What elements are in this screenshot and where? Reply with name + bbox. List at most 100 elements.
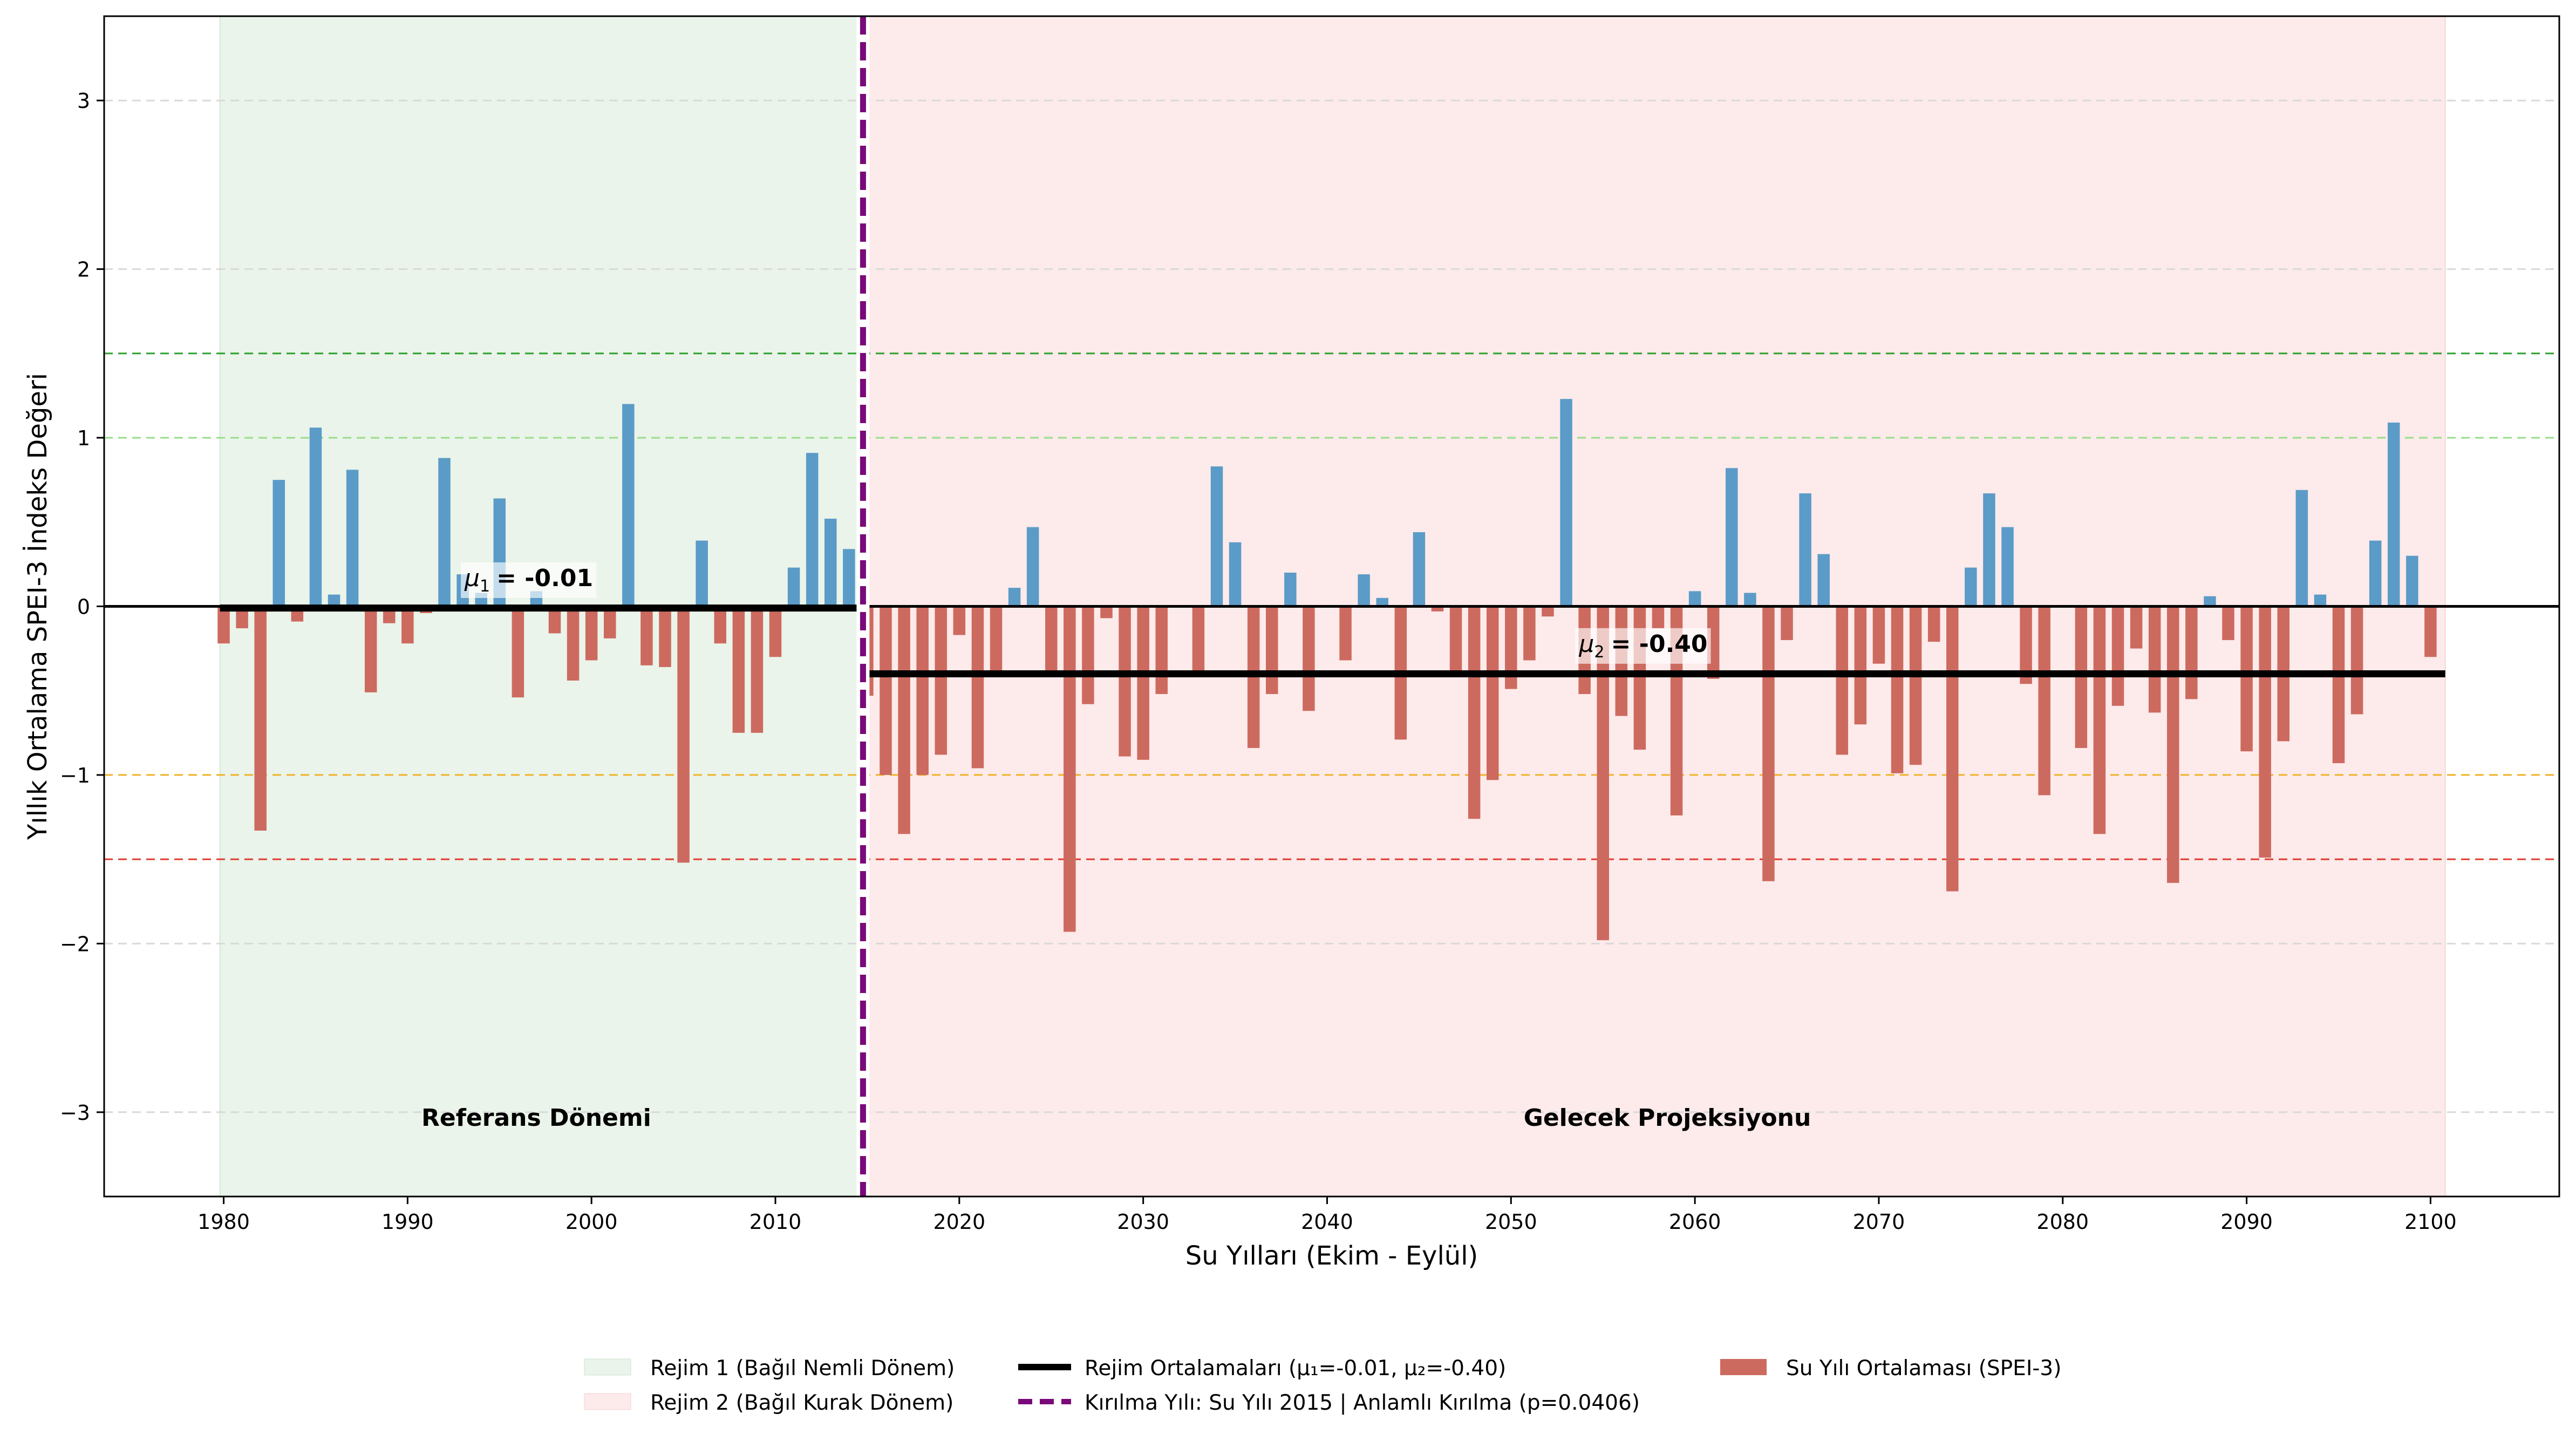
bar (1799, 493, 1811, 607)
bar (1339, 606, 1352, 661)
bar (2001, 527, 2014, 607)
bar (1210, 466, 1223, 607)
y-tick-label: −3 (60, 1101, 90, 1125)
bar (990, 606, 1003, 676)
x-tick-label: 2070 (1853, 1210, 1905, 1234)
x-tick-label: 1980 (197, 1210, 250, 1234)
bar (217, 606, 230, 644)
bar (2185, 606, 2198, 699)
bar (1891, 606, 1904, 773)
legend-label-break-year: Kırılma Yılı: Su Yılı 2015 | Anlamlı Kır… (1085, 1391, 1640, 1415)
bar (880, 606, 892, 775)
bar (2111, 606, 2124, 706)
bar (2332, 606, 2345, 764)
y-axis: 3 2 1 0 −1 −2 −3 (60, 89, 104, 1125)
bar (898, 606, 910, 834)
x-tick-label: 2090 (2220, 1210, 2273, 1234)
bar (2222, 606, 2234, 640)
bar (787, 567, 800, 607)
bar (1836, 606, 1849, 755)
bar (1155, 606, 1168, 694)
x-tick-label: 2000 (565, 1210, 618, 1234)
y-tick-label: 3 (77, 89, 90, 113)
bar (2148, 606, 2161, 713)
bar (1505, 606, 1517, 689)
bar (953, 606, 966, 635)
x-tick-label: 2020 (933, 1210, 985, 1234)
y-tick-label: 2 (77, 258, 90, 282)
bar (2369, 540, 2382, 607)
bar (1192, 606, 1205, 674)
bar (604, 606, 616, 638)
bar (843, 549, 855, 607)
svg-text:μ1= -0.01: μ1 = -0.01 (464, 565, 593, 596)
bar (1431, 606, 1444, 611)
bar (2240, 606, 2253, 752)
bar (236, 606, 248, 629)
bar (696, 540, 708, 607)
bar (2406, 555, 2418, 607)
y-tick-label: 1 (77, 426, 90, 450)
bar (971, 606, 984, 769)
bar (659, 606, 671, 667)
bar (548, 606, 561, 634)
y-tick-label: 0 (77, 595, 90, 619)
bar (1137, 606, 1149, 760)
bar (438, 458, 451, 607)
bar (2038, 606, 2050, 796)
bar (309, 427, 322, 607)
bar (2020, 606, 2032, 684)
x-axis-label: Su Yılları (Ekim - Eylül) (1185, 1241, 1478, 1271)
bar (1303, 606, 1315, 711)
bar (1965, 567, 1977, 607)
bar (1542, 606, 1554, 617)
legend-swatch-bars (1720, 1359, 1767, 1375)
x-tick-label: 2040 (1301, 1210, 1353, 1234)
bar (401, 606, 414, 644)
x-tick-label: 1990 (381, 1210, 434, 1234)
legend: Rejim 1 (Bağıl Nemli Dönem) Rejim 2 (Bağ… (584, 1356, 2061, 1415)
bar (1652, 606, 1665, 629)
bar (1468, 606, 1481, 819)
bar (677, 606, 690, 863)
x-tick-label: 2030 (1117, 1210, 1169, 1234)
bar (2204, 596, 2216, 607)
x-tick-label: 2010 (749, 1210, 802, 1234)
bar (1726, 468, 1738, 607)
bar (1064, 606, 1076, 932)
bar (714, 606, 727, 644)
x-axis: 1980 1990 2000 2010 2020 2030 2040 2050 2060 2070… (197, 1197, 2457, 1234)
bar (1597, 606, 1609, 941)
bar (2424, 606, 2437, 657)
legend-label-regime-2: Rejim 2 (Bağıl Kurak Dönem) (650, 1391, 953, 1415)
threshold-lines (104, 352, 2559, 860)
bar (1523, 606, 1536, 661)
bar (1100, 606, 1113, 618)
bar (364, 606, 377, 692)
bar (732, 606, 745, 733)
bar (1927, 606, 1940, 642)
bar (2167, 606, 2179, 883)
bar (567, 606, 580, 681)
regime-1-mean-label: μ1 = -0.01 (461, 562, 597, 599)
bar (769, 606, 782, 657)
bar (1633, 606, 1646, 750)
bar (254, 606, 267, 831)
legend-swatch-regime-2 (584, 1393, 631, 1410)
bar (1817, 554, 1830, 607)
bar (2314, 594, 2327, 607)
bar (1854, 606, 1867, 725)
bar (346, 470, 359, 607)
bar (1008, 588, 1021, 607)
bar (1762, 606, 1775, 881)
bar (1413, 532, 1426, 607)
bar (1744, 593, 1756, 607)
bar (1486, 606, 1499, 780)
bar (1909, 606, 1922, 765)
x-tick-label: 2060 (1669, 1210, 1721, 1234)
bar (1781, 606, 1793, 640)
bar (824, 519, 837, 607)
reference-period-label: Referans Dönemi (421, 1104, 651, 1132)
bar (1376, 597, 1388, 607)
